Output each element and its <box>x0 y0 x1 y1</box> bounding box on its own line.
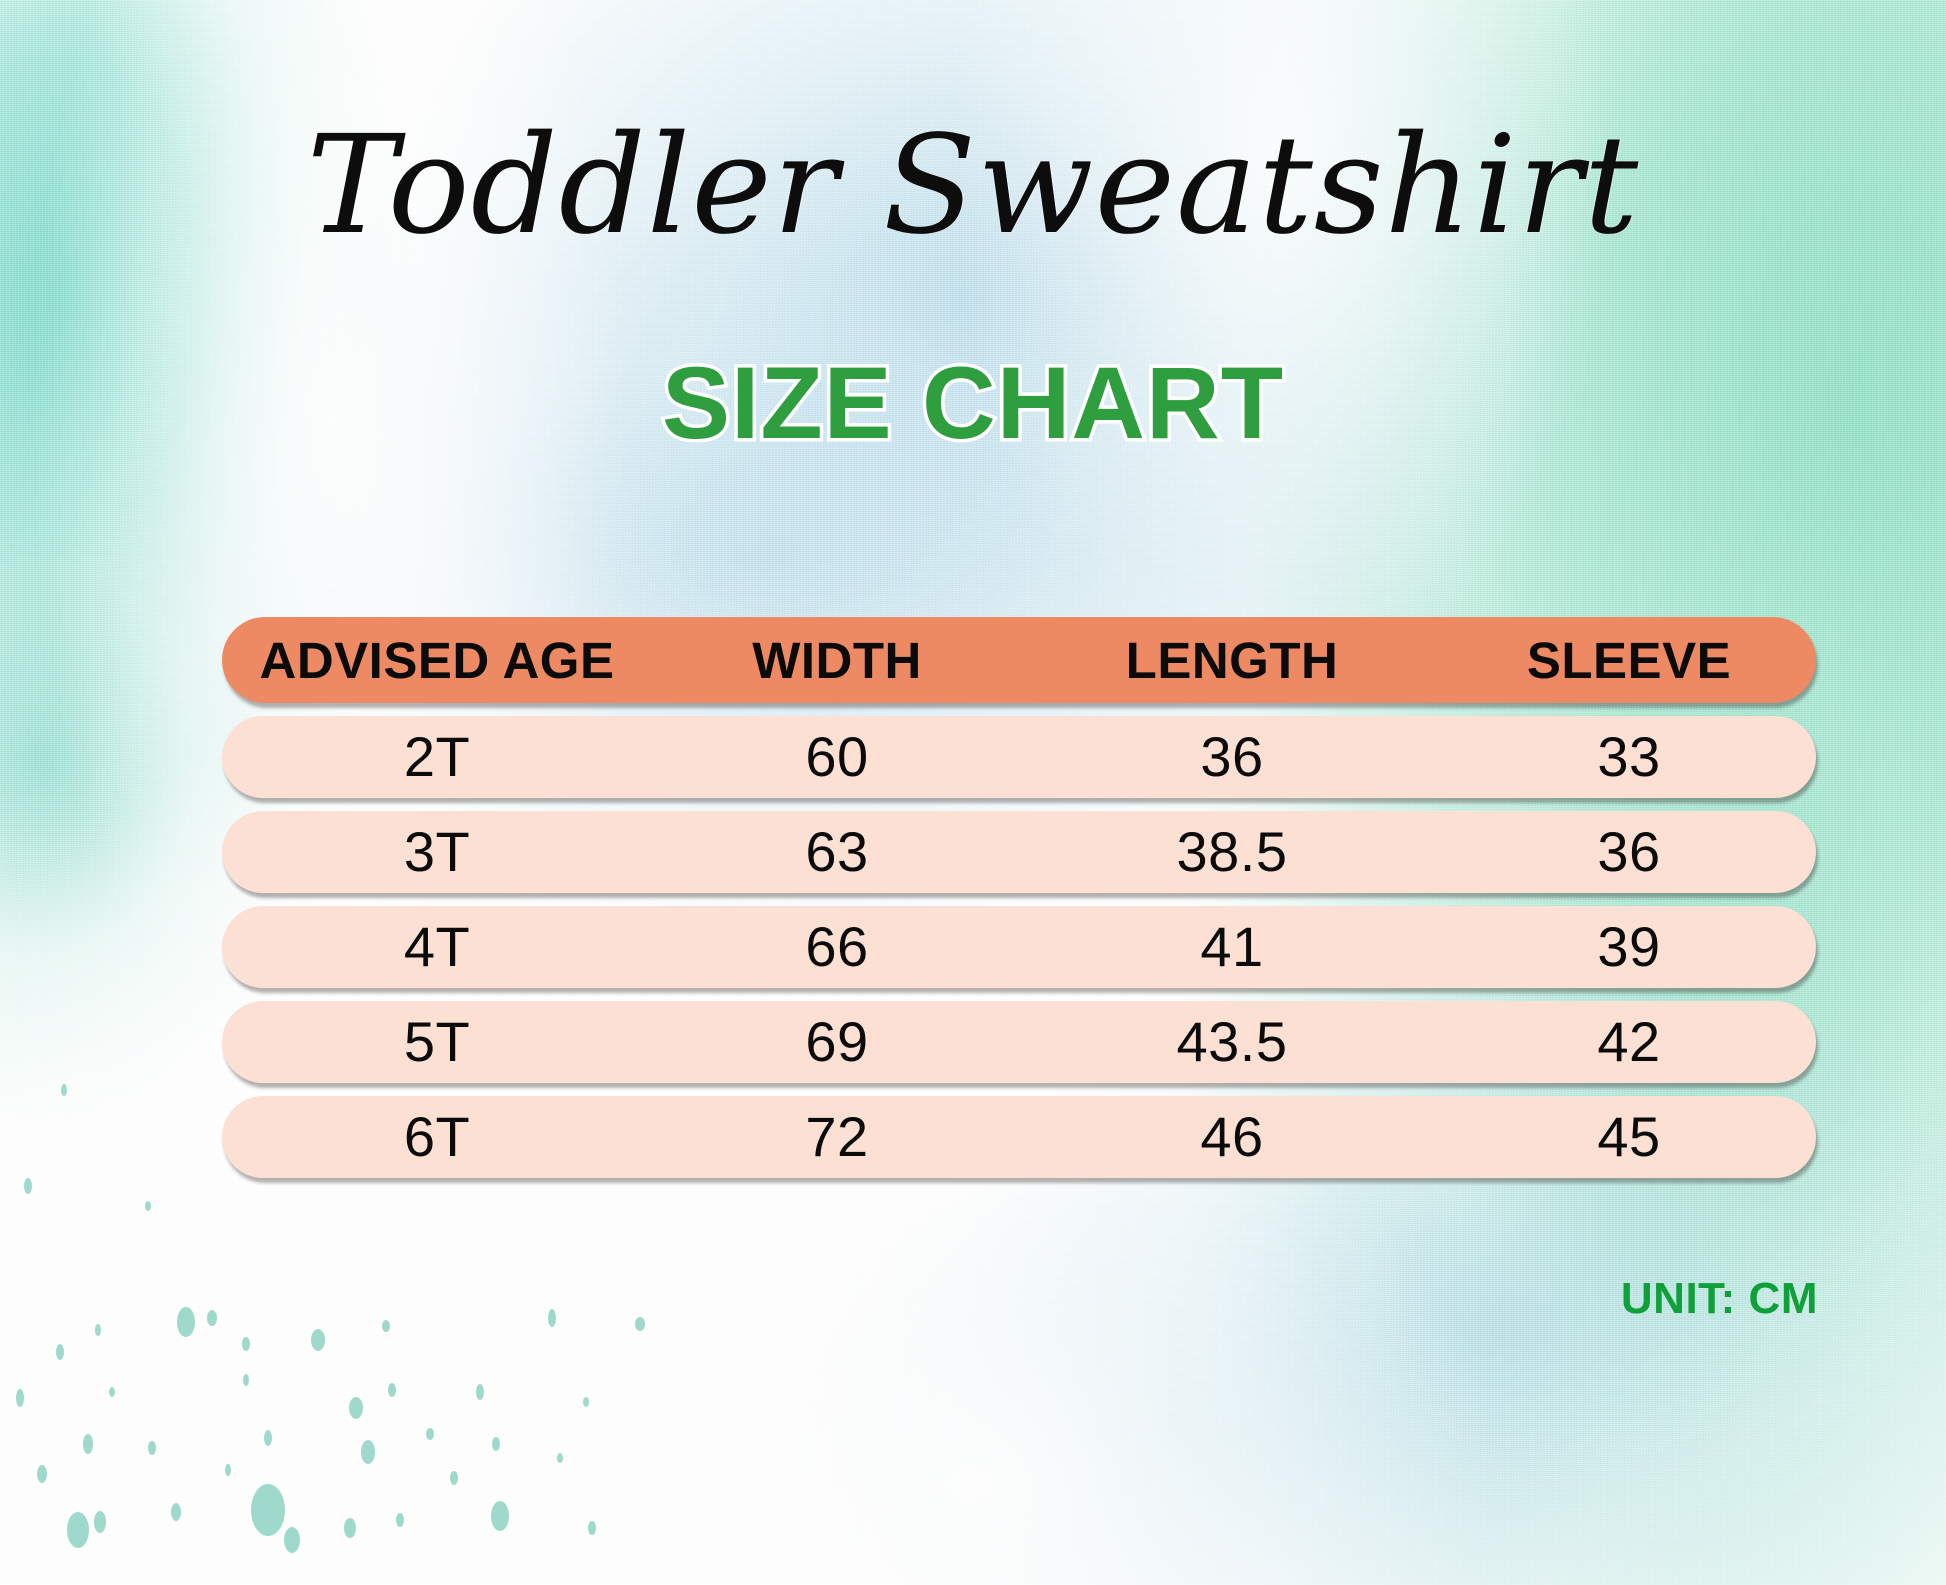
size-chart-table: ADVISED AGE WIDTH LENGTH SLEEVE 2T 60 36… <box>222 617 1816 1178</box>
cell-sleeve: 36 <box>1597 820 1661 883</box>
cell-width: 72 <box>805 1105 869 1168</box>
page-subtitle: SIZE CHART <box>659 346 1287 460</box>
cell-sleeve: 33 <box>1597 725 1661 788</box>
column-header-length: LENGTH <box>1125 631 1339 689</box>
column-header-width: WIDTH <box>752 631 922 689</box>
cell-advised-age: 3T <box>403 820 471 883</box>
cell-width: 66 <box>805 915 869 978</box>
cell-sleeve: 45 <box>1597 1105 1661 1168</box>
cell-width: 63 <box>805 820 869 883</box>
cell-sleeve: 42 <box>1597 1010 1661 1073</box>
table-row: 2T 60 36 33 <box>222 716 1816 798</box>
column-header-advised-age: ADVISED AGE <box>259 631 615 689</box>
cell-length: 41 <box>1200 915 1264 978</box>
cell-length: 43.5 <box>1176 1010 1288 1073</box>
column-header-sleeve: SLEEVE <box>1526 631 1732 689</box>
page-title: Toddler Sweatshirt <box>306 107 1640 265</box>
table-row: 6T 72 46 45 <box>222 1096 1816 1178</box>
cell-length: 38.5 <box>1176 820 1288 883</box>
cell-sleeve: 39 <box>1597 915 1661 978</box>
table-row: 5T 69 43.5 42 <box>222 1001 1816 1083</box>
unit-note: UNIT: CM <box>1620 1274 1818 1323</box>
cell-width: 60 <box>805 725 869 788</box>
cell-advised-age: 2T <box>403 725 471 788</box>
cell-length: 36 <box>1200 725 1264 788</box>
cell-advised-age: 5T <box>403 1010 471 1073</box>
table-row: 3T 63 38.5 36 <box>222 811 1816 893</box>
table-row: 4T 66 41 39 <box>222 906 1816 988</box>
cell-advised-age: 6T <box>403 1105 471 1168</box>
cell-width: 69 <box>805 1010 869 1073</box>
cell-length: 46 <box>1200 1105 1264 1168</box>
table-header-row: ADVISED AGE WIDTH LENGTH SLEEVE <box>222 617 1816 703</box>
cell-advised-age: 4T <box>403 915 471 978</box>
